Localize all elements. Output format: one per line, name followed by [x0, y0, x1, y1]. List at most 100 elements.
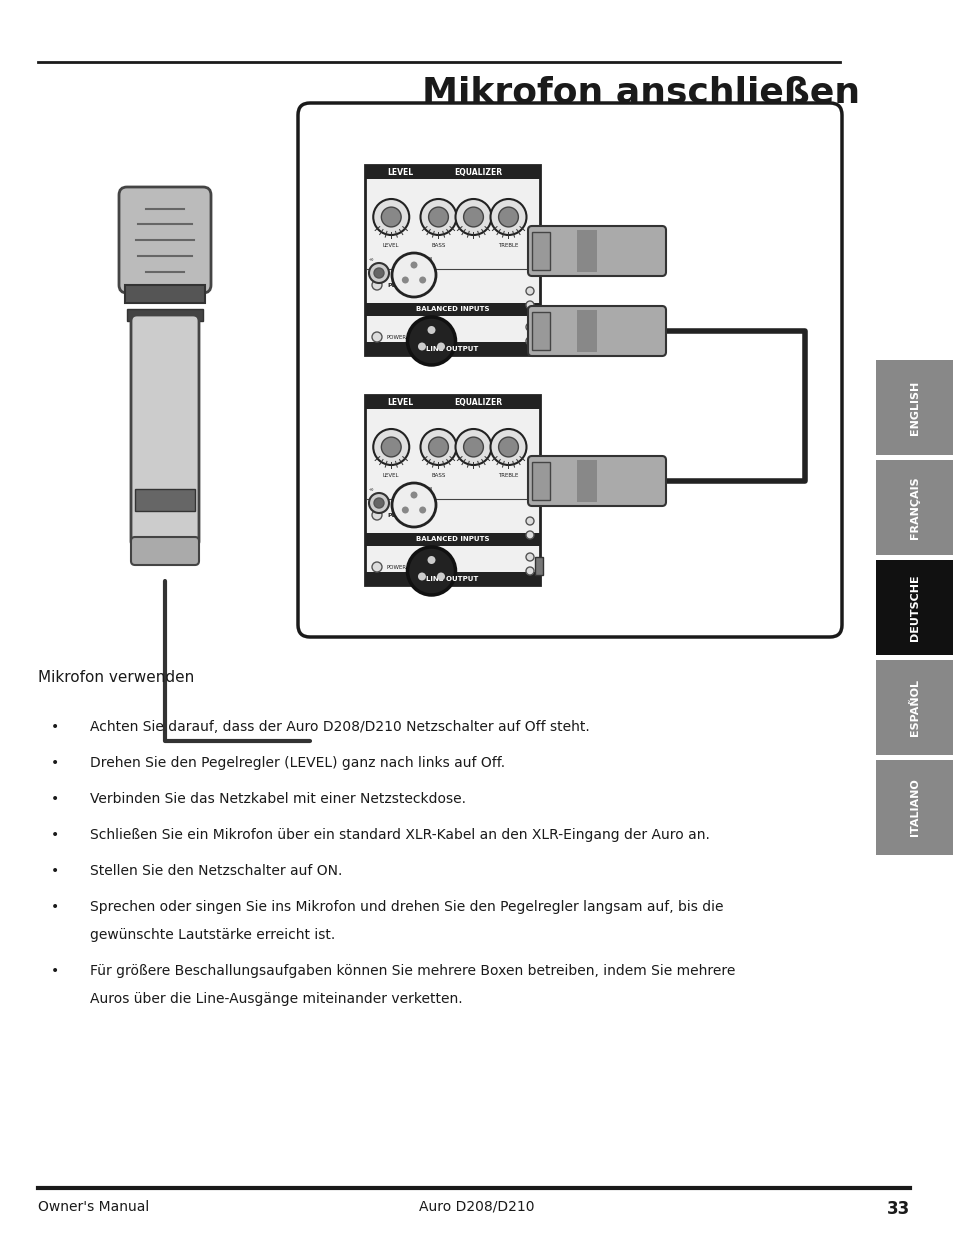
- Bar: [875, 559, 953, 655]
- Circle shape: [401, 506, 409, 514]
- Bar: [577, 230, 597, 272]
- Text: Auro D208/D210: Auro D208/D210: [418, 1200, 535, 1214]
- Circle shape: [498, 437, 517, 457]
- Bar: [365, 165, 539, 179]
- Text: LEVEL: LEVEL: [387, 168, 413, 177]
- Circle shape: [436, 573, 444, 580]
- Text: Für größere Beschallungsaufgaben können Sie mehrere Boxen betreiben, indem Sie m: Für größere Beschallungsaufgaben können …: [90, 965, 735, 978]
- Text: -∞: -∞: [369, 257, 375, 262]
- Circle shape: [369, 493, 389, 513]
- Circle shape: [525, 567, 534, 576]
- Bar: [875, 459, 953, 555]
- Text: •: •: [51, 900, 59, 914]
- FancyBboxPatch shape: [527, 226, 665, 275]
- Text: TREBLE: TREBLE: [497, 473, 518, 478]
- Bar: [875, 659, 953, 755]
- FancyBboxPatch shape: [527, 306, 665, 356]
- Circle shape: [490, 199, 526, 235]
- Text: Drehen Sie den Pegelregler (LEVEL) ganz nach links auf Off.: Drehen Sie den Pegelregler (LEVEL) ganz …: [90, 756, 504, 769]
- Circle shape: [436, 342, 444, 351]
- Text: BASS: BASS: [431, 473, 445, 478]
- Text: Schließen Sie ein Mikrofon über ein standard XLR-Kabel an den XLR-Eingang der Au: Schließen Sie ein Mikrofon über ein stan…: [90, 827, 709, 842]
- Circle shape: [407, 317, 455, 366]
- Circle shape: [418, 277, 426, 284]
- Circle shape: [418, 506, 426, 514]
- Circle shape: [525, 517, 534, 525]
- Text: PEAK: PEAK: [387, 283, 405, 288]
- Text: LEVEL: LEVEL: [387, 398, 413, 406]
- Text: ESPAÑOL: ESPAÑOL: [909, 679, 919, 736]
- Bar: [875, 359, 953, 454]
- Circle shape: [374, 498, 384, 508]
- Circle shape: [401, 277, 409, 284]
- FancyBboxPatch shape: [131, 537, 199, 564]
- Circle shape: [410, 492, 417, 499]
- Text: Owner's Manual: Owner's Manual: [38, 1200, 149, 1214]
- Text: LINE OUTPUT: LINE OUTPUT: [426, 346, 478, 352]
- Text: Mikrofon verwenden: Mikrofon verwenden: [38, 671, 194, 685]
- Circle shape: [525, 531, 534, 538]
- Bar: [532, 462, 550, 500]
- Circle shape: [374, 268, 384, 278]
- Circle shape: [525, 287, 534, 295]
- Text: -∞: -∞: [369, 487, 375, 492]
- Text: 33: 33: [886, 1200, 909, 1218]
- Text: LEVEL: LEVEL: [382, 243, 399, 248]
- Bar: [875, 760, 953, 855]
- Circle shape: [381, 207, 400, 227]
- Circle shape: [417, 573, 426, 580]
- Circle shape: [407, 547, 455, 595]
- Circle shape: [463, 207, 483, 227]
- Circle shape: [428, 207, 448, 227]
- Text: POWER: POWER: [387, 335, 407, 340]
- Circle shape: [373, 199, 409, 235]
- Bar: [535, 557, 542, 576]
- Text: •: •: [51, 792, 59, 806]
- Text: •: •: [51, 864, 59, 878]
- Text: LINE OUTPUT: LINE OUTPUT: [426, 576, 478, 582]
- Text: •: •: [51, 827, 59, 842]
- Text: gewünschte Lautstärke erreicht ist.: gewünschte Lautstärke erreicht ist.: [90, 927, 335, 942]
- Text: •: •: [51, 720, 59, 734]
- Circle shape: [372, 280, 381, 290]
- Circle shape: [417, 342, 426, 351]
- Bar: [532, 312, 550, 350]
- Bar: [365, 395, 539, 409]
- Text: +10 dB: +10 dB: [414, 257, 432, 262]
- Circle shape: [428, 437, 448, 457]
- Bar: [125, 285, 205, 303]
- Circle shape: [372, 332, 381, 342]
- Text: +10 dB: +10 dB: [414, 487, 432, 492]
- Circle shape: [525, 324, 534, 331]
- Circle shape: [373, 429, 409, 466]
- Bar: [365, 534, 539, 546]
- Bar: [365, 165, 539, 354]
- Bar: [535, 327, 542, 345]
- Text: ITALIANO: ITALIANO: [909, 778, 919, 836]
- Bar: [365, 342, 539, 354]
- Circle shape: [410, 262, 417, 268]
- Text: PEAK: PEAK: [387, 513, 405, 517]
- Bar: [135, 489, 194, 511]
- Bar: [365, 572, 539, 585]
- Text: EQUALIZER: EQUALIZER: [455, 398, 502, 406]
- Bar: [365, 303, 539, 316]
- FancyBboxPatch shape: [297, 103, 841, 637]
- Text: Achten Sie darauf, dass der Auro D208/D210 Netzschalter auf Off steht.: Achten Sie darauf, dass der Auro D208/D2…: [90, 720, 589, 734]
- Text: •: •: [51, 965, 59, 978]
- Circle shape: [392, 253, 436, 296]
- Bar: [127, 309, 203, 321]
- Circle shape: [455, 199, 491, 235]
- Text: Verbinden Sie das Netzkabel mit einer Netzsteckdose.: Verbinden Sie das Netzkabel mit einer Ne…: [90, 792, 465, 806]
- Circle shape: [498, 207, 517, 227]
- Circle shape: [392, 483, 436, 527]
- Circle shape: [372, 562, 381, 572]
- Text: BASS: BASS: [431, 243, 445, 248]
- FancyBboxPatch shape: [527, 456, 665, 506]
- Text: LEVEL: LEVEL: [382, 473, 399, 478]
- Circle shape: [525, 553, 534, 561]
- Bar: [577, 459, 597, 501]
- Text: EQUALIZER: EQUALIZER: [455, 168, 502, 177]
- Text: BALANCED INPUTS: BALANCED INPUTS: [416, 306, 489, 312]
- Circle shape: [420, 199, 456, 235]
